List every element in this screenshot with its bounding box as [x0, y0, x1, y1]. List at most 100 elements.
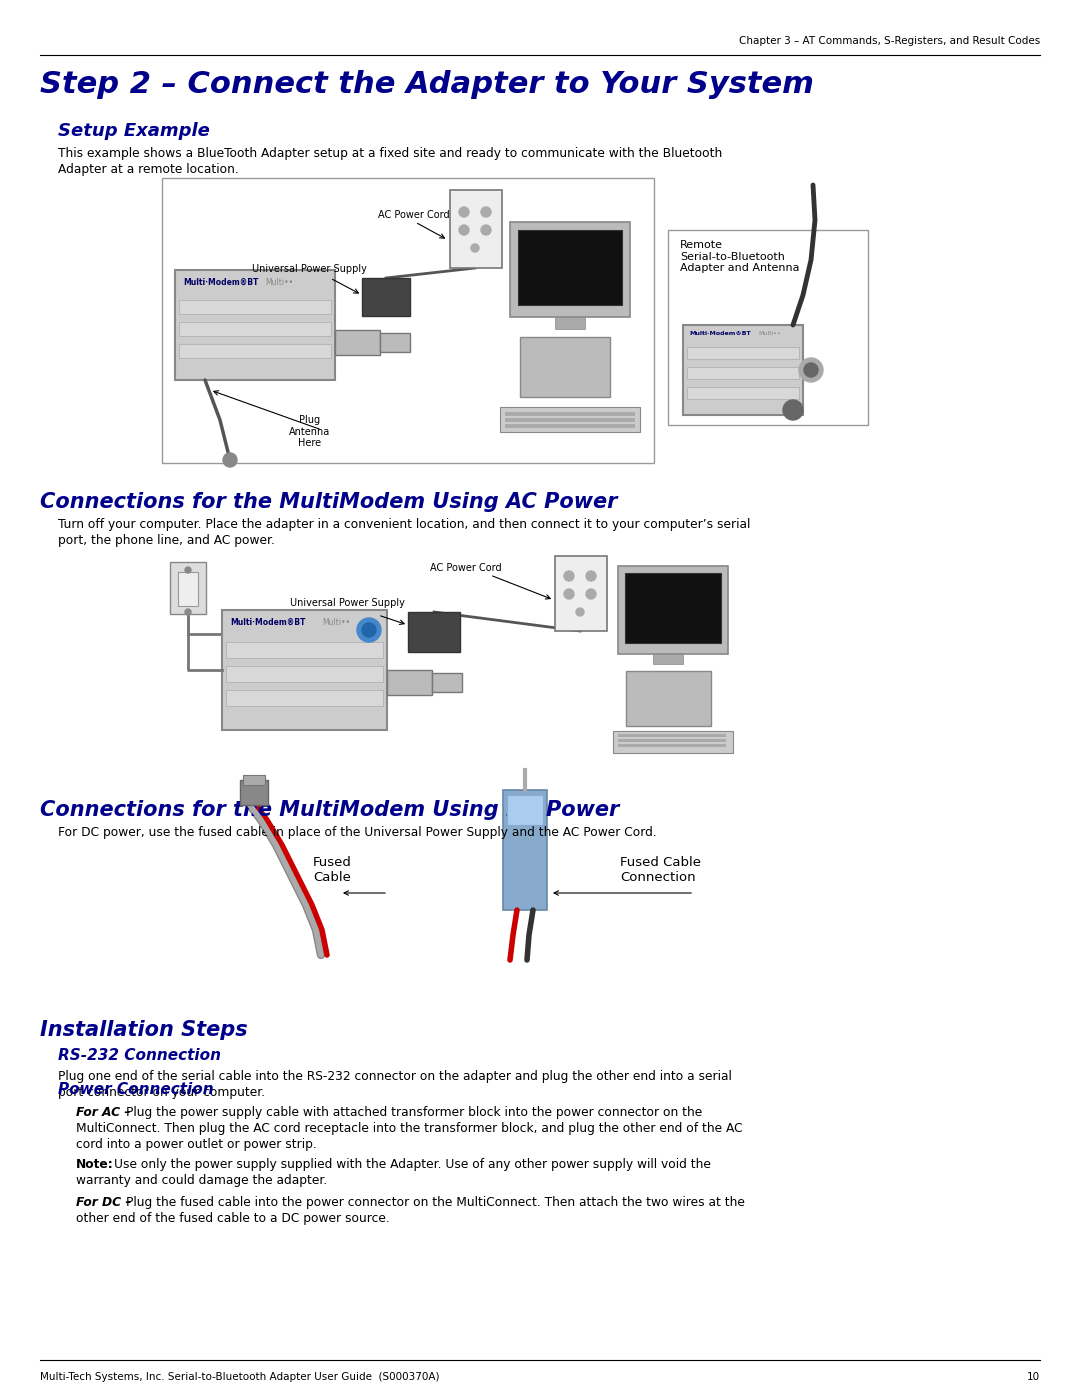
- FancyBboxPatch shape: [687, 346, 799, 359]
- FancyBboxPatch shape: [505, 412, 635, 416]
- Text: Adapter at a remote location.: Adapter at a remote location.: [58, 163, 239, 176]
- Text: AC Power Cord: AC Power Cord: [378, 210, 449, 219]
- FancyBboxPatch shape: [618, 566, 728, 654]
- Text: Plug the power supply cable with attached transformer block into the power conne: Plug the power supply cable with attache…: [126, 1106, 702, 1119]
- Text: Multi••: Multi••: [322, 617, 350, 627]
- Circle shape: [586, 571, 596, 581]
- FancyBboxPatch shape: [380, 332, 410, 352]
- Text: Power Connection: Power Connection: [58, 1083, 214, 1097]
- FancyBboxPatch shape: [618, 733, 726, 738]
- FancyBboxPatch shape: [175, 270, 335, 380]
- Text: Universal Power Supply: Universal Power Supply: [291, 598, 405, 608]
- Text: Connections for the MultiModem Using DC Power: Connections for the MultiModem Using DC …: [40, 800, 619, 820]
- Text: Plug
Antenna
Here: Plug Antenna Here: [289, 415, 330, 448]
- FancyBboxPatch shape: [387, 671, 432, 694]
- Text: Multi-Tech Systems, Inc. Serial-to-Bluetooth Adapter User Guide  (S000370A): Multi-Tech Systems, Inc. Serial-to-Bluet…: [40, 1372, 440, 1382]
- FancyBboxPatch shape: [408, 612, 460, 652]
- Circle shape: [459, 207, 469, 217]
- FancyBboxPatch shape: [450, 190, 502, 268]
- FancyBboxPatch shape: [162, 177, 654, 462]
- Circle shape: [471, 244, 480, 251]
- Text: Fused
Cable: Fused Cable: [313, 856, 352, 884]
- Text: Plug the fused cable into the power connector on the MultiConnect. Then attach t: Plug the fused cable into the power conn…: [126, 1196, 745, 1208]
- Text: Setup Example: Setup Example: [58, 122, 210, 140]
- Text: Multi·Modem®BT: Multi·Modem®BT: [689, 331, 751, 337]
- Text: Multi••: Multi••: [758, 331, 781, 337]
- FancyBboxPatch shape: [555, 317, 585, 330]
- Text: Step 2 – Connect the Adapter to Your System: Step 2 – Connect the Adapter to Your Sys…: [40, 70, 814, 99]
- Circle shape: [185, 567, 191, 573]
- Text: For DC power, use the fused cable in place of the Universal Power Supply and the: For DC power, use the fused cable in pla…: [58, 826, 657, 840]
- Circle shape: [481, 225, 491, 235]
- FancyBboxPatch shape: [519, 337, 610, 397]
- Text: Turn off your computer. Place the adapter in a convenient location, and then con: Turn off your computer. Place the adapte…: [58, 518, 751, 531]
- FancyBboxPatch shape: [226, 666, 383, 682]
- Circle shape: [564, 590, 573, 599]
- Text: For DC –: For DC –: [76, 1196, 132, 1208]
- Text: Chapter 3 – AT Commands, S-Registers, and Result Codes: Chapter 3 – AT Commands, S-Registers, an…: [739, 36, 1040, 46]
- Text: AC Power Cord: AC Power Cord: [430, 563, 501, 573]
- FancyBboxPatch shape: [505, 418, 635, 422]
- Text: port connector on your computer.: port connector on your computer.: [58, 1085, 265, 1099]
- Circle shape: [783, 400, 804, 420]
- Circle shape: [362, 623, 376, 637]
- Text: 10: 10: [1027, 1372, 1040, 1382]
- Circle shape: [804, 363, 818, 377]
- Circle shape: [185, 609, 191, 615]
- FancyBboxPatch shape: [500, 407, 640, 432]
- Circle shape: [586, 590, 596, 599]
- FancyBboxPatch shape: [518, 231, 622, 305]
- Circle shape: [222, 453, 237, 467]
- FancyBboxPatch shape: [626, 671, 711, 726]
- FancyBboxPatch shape: [362, 278, 410, 316]
- Circle shape: [564, 571, 573, 581]
- FancyBboxPatch shape: [505, 425, 635, 427]
- FancyBboxPatch shape: [669, 231, 868, 425]
- FancyBboxPatch shape: [687, 387, 799, 400]
- FancyBboxPatch shape: [179, 344, 330, 358]
- Text: Plug one end of the serial cable into the RS-232 connector on the adapter and pl: Plug one end of the serial cable into th…: [58, 1070, 732, 1083]
- Text: For AC –: For AC –: [76, 1106, 131, 1119]
- Text: MultiConnect. Then plug the AC cord receptacle into the transformer block, and p: MultiConnect. Then plug the AC cord rece…: [76, 1122, 743, 1134]
- Text: Installation Steps: Installation Steps: [40, 1020, 247, 1039]
- FancyBboxPatch shape: [432, 673, 462, 692]
- Circle shape: [481, 207, 491, 217]
- FancyBboxPatch shape: [683, 326, 804, 415]
- FancyBboxPatch shape: [625, 573, 721, 643]
- Text: Note:: Note:: [76, 1158, 113, 1171]
- Text: Fused Cable
Connection: Fused Cable Connection: [620, 856, 701, 884]
- Text: port, the phone line, and AC power.: port, the phone line, and AC power.: [58, 534, 275, 548]
- Text: Multi••: Multi••: [265, 278, 293, 286]
- FancyBboxPatch shape: [179, 321, 330, 337]
- FancyBboxPatch shape: [226, 643, 383, 658]
- Text: other end of the fused cable to a DC power source.: other end of the fused cable to a DC pow…: [76, 1213, 390, 1225]
- FancyBboxPatch shape: [503, 789, 546, 909]
- Circle shape: [576, 608, 584, 616]
- FancyBboxPatch shape: [243, 775, 265, 785]
- FancyBboxPatch shape: [510, 222, 630, 317]
- Text: warranty and could damage the adapter.: warranty and could damage the adapter.: [76, 1173, 327, 1187]
- Text: RS-232 Connection: RS-232 Connection: [58, 1048, 221, 1063]
- Text: Universal Power Supply: Universal Power Supply: [252, 264, 367, 274]
- FancyBboxPatch shape: [222, 610, 387, 731]
- FancyBboxPatch shape: [178, 571, 198, 606]
- Circle shape: [459, 225, 469, 235]
- FancyBboxPatch shape: [613, 731, 733, 753]
- FancyBboxPatch shape: [618, 739, 726, 742]
- FancyBboxPatch shape: [335, 330, 380, 355]
- Text: Remote
Serial-to-Bluetooth
Adapter and Antenna: Remote Serial-to-Bluetooth Adapter and A…: [680, 240, 799, 274]
- Text: Connections for the MultiModem Using AC Power: Connections for the MultiModem Using AC …: [40, 492, 618, 511]
- Circle shape: [357, 617, 381, 643]
- Text: Multi·Modem®BT: Multi·Modem®BT: [183, 278, 258, 286]
- FancyBboxPatch shape: [179, 300, 330, 314]
- Text: This example shows a BlueTooth Adapter setup at a fixed site and ready to commun: This example shows a BlueTooth Adapter s…: [58, 147, 723, 161]
- FancyBboxPatch shape: [240, 780, 268, 805]
- FancyBboxPatch shape: [687, 367, 799, 379]
- FancyBboxPatch shape: [653, 654, 683, 664]
- Text: Multi·Modem®BT: Multi·Modem®BT: [230, 617, 306, 627]
- Text: cord into a power outlet or power strip.: cord into a power outlet or power strip.: [76, 1139, 316, 1151]
- Text: Use only the power supply supplied with the Adapter. Use of any other power supp: Use only the power supply supplied with …: [114, 1158, 711, 1171]
- FancyBboxPatch shape: [555, 556, 607, 631]
- FancyBboxPatch shape: [507, 795, 543, 826]
- FancyBboxPatch shape: [170, 562, 206, 615]
